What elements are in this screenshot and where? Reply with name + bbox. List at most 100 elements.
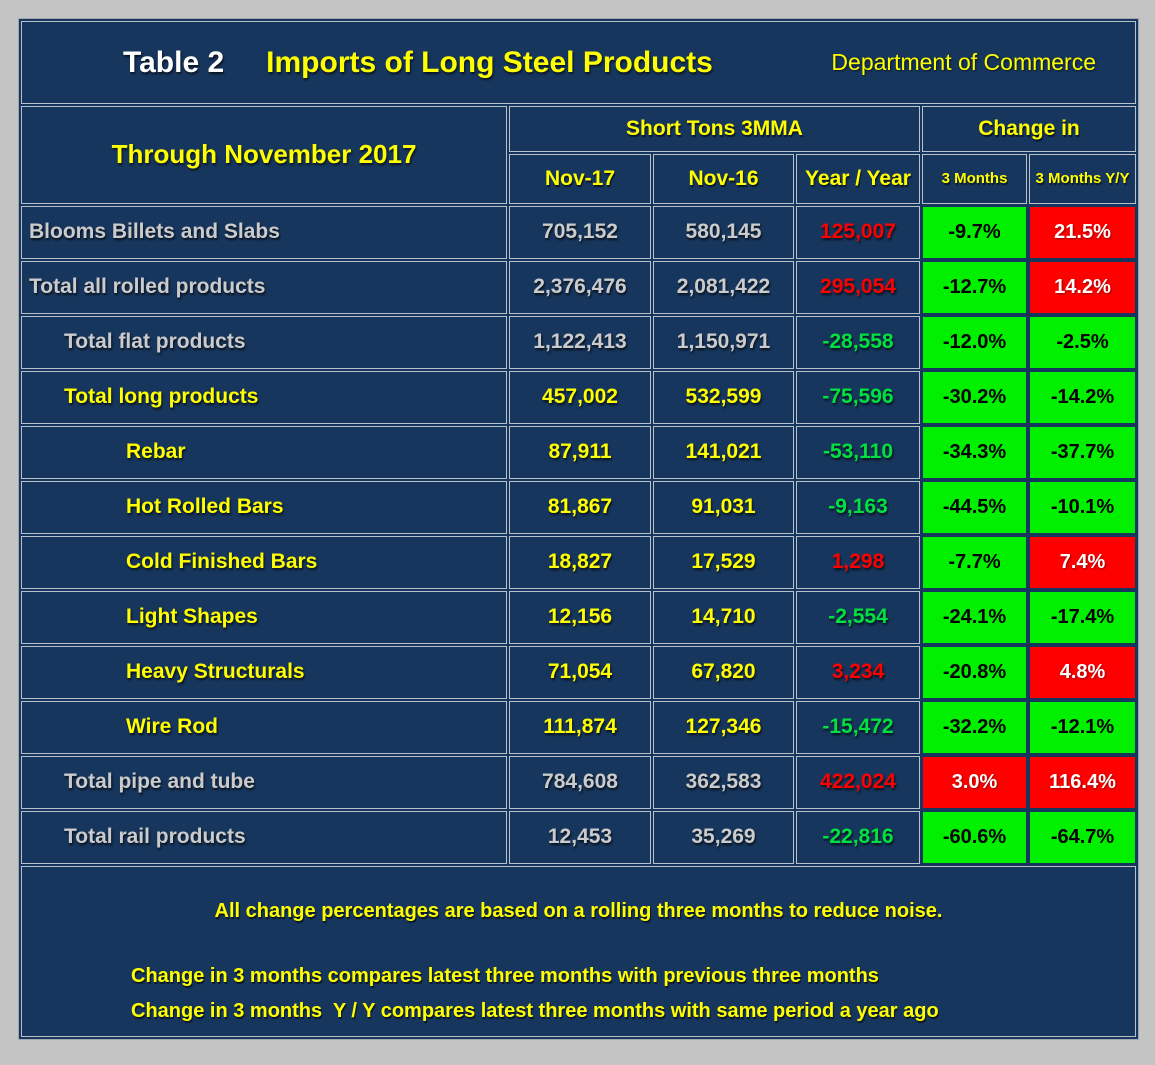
table-number-label: Table 2 <box>123 45 225 79</box>
change-3-months-yy-cell: -12.1% <box>1029 700 1137 754</box>
nov16-value: 532,599 <box>653 370 794 424</box>
footer-band: All change percentages are based on a ro… <box>21 865 1137 1037</box>
nov17-value: 705,152 <box>509 205 651 259</box>
change-3-months-yy-cell: 21.5% <box>1029 205 1137 259</box>
tons-group-header: Short Tons 3MMA <box>509 106 920 152</box>
product-label: Total pipe and tube <box>21 755 507 809</box>
table-row: Total flat products 1,122,413 1,150,971 … <box>21 315 1137 369</box>
change-3-months-cell: -20.8% <box>922 645 1027 699</box>
product-label: Wire Rod <box>21 700 507 754</box>
year-year-value: 422,024 <box>796 755 920 809</box>
change-3-months-cell: 3.0% <box>922 755 1027 809</box>
table-row: Total pipe and tube 784,608 362,583 422,… <box>21 755 1137 809</box>
imports-table: Table 2 Imports of Long Steel Products D… <box>18 18 1140 1040</box>
footnote-3-months: Change in 3 months compares latest three… <box>131 964 879 987</box>
year-year-value: -28,558 <box>796 315 920 369</box>
nov17-value: 12,156 <box>509 590 651 644</box>
product-label: Light Shapes <box>21 590 507 644</box>
year-year-value: -53,110 <box>796 425 920 479</box>
nov17-value: 12,453 <box>509 810 651 864</box>
change-3-months-cell: -7.7% <box>922 535 1027 589</box>
change-3-months-cell: -34.3% <box>922 425 1027 479</box>
column-header-3-months-yy: 3 Months Y/Y <box>1029 153 1137 204</box>
change-3-months-yy-cell: 7.4% <box>1029 535 1137 589</box>
nov16-value: 91,031 <box>653 480 794 534</box>
footnote-3-months-yy: Change in 3 months Y / Y compares latest… <box>131 999 939 1022</box>
product-label: Total long products <box>21 370 507 424</box>
product-label: Cold Finished Bars <box>21 535 507 589</box>
nov16-value: 2,081,422 <box>653 260 794 314</box>
nov17-value: 457,002 <box>509 370 651 424</box>
year-year-value: -2,554 <box>796 590 920 644</box>
nov16-value: 362,583 <box>653 755 794 809</box>
table-row: Light Shapes 12,156 14,710 -2,554 -24.1%… <box>21 590 1137 644</box>
change-3-months-cell: -30.2% <box>922 370 1027 424</box>
table-row: Cold Finished Bars 18,827 17,529 1,298 -… <box>21 535 1137 589</box>
change-3-months-yy-cell: 4.8% <box>1029 645 1137 699</box>
page-title: Imports of Long Steel Products <box>266 45 713 79</box>
period-header: Through November 2017 <box>21 106 507 204</box>
source-label: Department of Commerce <box>831 49 1097 76</box>
nov16-value: 17,529 <box>653 535 794 589</box>
change-3-months-yy-cell: -14.2% <box>1029 370 1137 424</box>
column-header-3-months: 3 Months <box>922 153 1027 204</box>
change-3-months-yy-cell: -64.7% <box>1029 810 1137 864</box>
nov17-value: 87,911 <box>509 425 651 479</box>
nov17-value: 18,827 <box>509 535 651 589</box>
table-row: Blooms Billets and Slabs 705,152 580,145… <box>21 205 1137 259</box>
change-3-months-cell: -44.5% <box>922 480 1027 534</box>
product-label: Heavy Structurals <box>21 645 507 699</box>
year-year-value: 1,298 <box>796 535 920 589</box>
nov17-value: 784,608 <box>509 755 651 809</box>
footer-row: All change percentages are based on a ro… <box>21 865 1137 1037</box>
change-3-months-yy-cell: 14.2% <box>1029 260 1137 314</box>
year-year-value: 295,054 <box>796 260 920 314</box>
change-3-months-yy-cell: 116.4% <box>1029 755 1137 809</box>
nov16-value: 1,150,971 <box>653 315 794 369</box>
year-year-value: -22,816 <box>796 810 920 864</box>
nov17-value: 81,867 <box>509 480 651 534</box>
change-3-months-cell: -24.1% <box>922 590 1027 644</box>
product-label: Rebar <box>21 425 507 479</box>
product-label: Total flat products <box>21 315 507 369</box>
change-3-months-yy-cell: -2.5% <box>1029 315 1137 369</box>
product-label: Blooms Billets and Slabs <box>21 205 507 259</box>
table-row: Heavy Structurals 71,054 67,820 3,234 -2… <box>21 645 1137 699</box>
change-3-months-cell: -12.7% <box>922 260 1027 314</box>
nov16-value: 67,820 <box>653 645 794 699</box>
column-header-nov17: Nov-17 <box>509 153 651 204</box>
product-label: Hot Rolled Bars <box>21 480 507 534</box>
nov16-value: 127,346 <box>653 700 794 754</box>
change-3-months-cell: -9.7% <box>922 205 1027 259</box>
product-label: Total all rolled products <box>21 260 507 314</box>
nov16-value: 35,269 <box>653 810 794 864</box>
table-row: Total all rolled products 2,376,476 2,08… <box>21 260 1137 314</box>
year-year-value: 3,234 <box>796 645 920 699</box>
nov17-value: 111,874 <box>509 700 651 754</box>
year-year-value: -9,163 <box>796 480 920 534</box>
column-header-nov16: Nov-16 <box>653 153 794 204</box>
change-group-header: Change in <box>922 106 1137 152</box>
nov16-value: 580,145 <box>653 205 794 259</box>
year-year-value: -75,596 <box>796 370 920 424</box>
nov17-value: 2,376,476 <box>509 260 651 314</box>
table-row: Total rail products 12,453 35,269 -22,81… <box>21 810 1137 864</box>
footnote-rolling: All change percentages are based on a ro… <box>214 899 943 922</box>
title-row: Table 2 Imports of Long Steel Products D… <box>21 21 1137 105</box>
nov17-value: 71,054 <box>509 645 651 699</box>
table-row: Wire Rod 111,874 127,346 -15,472 -32.2% … <box>21 700 1137 754</box>
table-row: Hot Rolled Bars 81,867 91,031 -9,163 -44… <box>21 480 1137 534</box>
change-3-months-cell: -32.2% <box>922 700 1027 754</box>
change-3-months-cell: -12.0% <box>922 315 1027 369</box>
header-group-row: Through November 2017 Short Tons 3MMA Ch… <box>21 106 1137 204</box>
product-label: Total rail products <box>21 810 507 864</box>
title-band: Table 2 Imports of Long Steel Products D… <box>21 21 1137 105</box>
nov17-value: 1,122,413 <box>509 315 651 369</box>
change-3-months-yy-cell: -10.1% <box>1029 480 1137 534</box>
change-3-months-cell: -60.6% <box>922 810 1027 864</box>
nov16-value: 14,710 <box>653 590 794 644</box>
year-year-value: -15,472 <box>796 700 920 754</box>
header-sub-row: Nov-17 Nov-16 Year / Year 3 Months 3 Mon… <box>21 153 1137 204</box>
column-header-year-year: Year / Year <box>796 153 920 204</box>
